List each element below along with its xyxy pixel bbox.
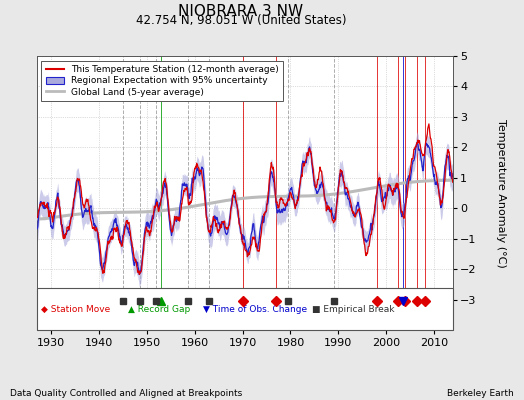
Text: NIOBRARA 3 NW: NIOBRARA 3 NW — [179, 4, 303, 19]
Text: ◆ Station Move: ◆ Station Move — [41, 305, 110, 314]
FancyBboxPatch shape — [37, 288, 453, 330]
Legend: This Temperature Station (12-month average), Regional Expectation with 95% uncer: This Temperature Station (12-month avera… — [41, 60, 283, 101]
Text: ■ Empirical Break: ■ Empirical Break — [312, 305, 394, 314]
Y-axis label: Temperature Anomaly (°C): Temperature Anomaly (°C) — [496, 119, 506, 267]
Text: ▲ Record Gap: ▲ Record Gap — [128, 305, 191, 314]
Text: ▼ Time of Obs. Change: ▼ Time of Obs. Change — [203, 305, 308, 314]
Text: 42.754 N, 98.051 W (United States): 42.754 N, 98.051 W (United States) — [136, 14, 346, 27]
Text: Berkeley Earth: Berkeley Earth — [447, 389, 514, 398]
Text: Data Quality Controlled and Aligned at Breakpoints: Data Quality Controlled and Aligned at B… — [10, 389, 243, 398]
